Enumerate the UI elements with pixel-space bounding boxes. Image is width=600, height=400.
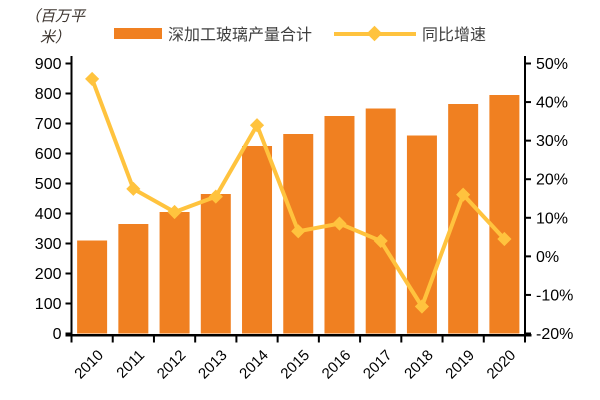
bar-series bbox=[77, 95, 520, 334]
x-tick-label-2020: 2020 bbox=[484, 347, 520, 383]
x-tick-label-2010: 2010 bbox=[71, 347, 107, 383]
x-tick-label-2018: 2018 bbox=[401, 347, 437, 383]
x-tick-label-2012: 2012 bbox=[154, 347, 190, 383]
legend-label-growth: 同比增速 bbox=[422, 27, 487, 44]
y-left-axis-unit-label: （百万平米） bbox=[24, 7, 85, 46]
growth-marker-2017 bbox=[373, 233, 388, 248]
x-tick-label-2011: 2011 bbox=[113, 347, 148, 382]
growth-marker-2019 bbox=[456, 187, 471, 202]
bar-2010 bbox=[77, 240, 108, 334]
growth-marker-2018 bbox=[414, 299, 430, 314]
x-tick-label-2016: 2016 bbox=[319, 347, 355, 383]
y-left-tick-label: 700 bbox=[35, 116, 62, 133]
y-left-tick-label: 500 bbox=[35, 176, 62, 193]
line-series-swatch-icon bbox=[334, 25, 416, 41]
bar-series-swatch-icon bbox=[113, 27, 162, 39]
x-tick-label-2017: 2017 bbox=[360, 347, 396, 383]
y-right-tick-label: 40% bbox=[536, 95, 568, 112]
y-left-tick-label: 900 bbox=[35, 56, 62, 73]
bar-2011 bbox=[118, 224, 149, 334]
x-tick-label-2019: 2019 bbox=[442, 347, 478, 383]
bar-2017 bbox=[365, 108, 396, 334]
growth-marker-2020 bbox=[497, 231, 512, 247]
legend-label-production: 深加工玻璃产量合计 bbox=[167, 27, 312, 44]
y-right-tick-label: -20% bbox=[536, 326, 573, 343]
legend-item-growth: 同比增速 bbox=[334, 21, 486, 45]
y-left-tick-label: 100 bbox=[35, 296, 62, 313]
growth-marker-2016 bbox=[332, 216, 347, 231]
y-left-tick-label: 400 bbox=[35, 206, 62, 223]
y-right-tick-label: 30% bbox=[536, 133, 568, 150]
y-left-tick-label: 200 bbox=[35, 266, 62, 283]
growth-marker-2010 bbox=[85, 71, 100, 86]
y-right-tick-label: -10% bbox=[536, 287, 573, 304]
growth-marker-2015 bbox=[291, 224, 306, 239]
bar-2020 bbox=[489, 95, 520, 334]
bar-2012 bbox=[159, 212, 190, 334]
x-tick-label-2015: 2015 bbox=[277, 347, 313, 383]
y-right-tick-label: 50% bbox=[536, 56, 568, 73]
y-right-tick-label: 10% bbox=[536, 210, 568, 227]
y-left-tick-label: 300 bbox=[35, 236, 62, 253]
y-left-tick-label: 600 bbox=[35, 146, 62, 163]
y-left-tick-label: 800 bbox=[35, 86, 62, 103]
legend-item-production: 深加工玻璃产量合计 bbox=[113, 21, 312, 45]
x-tick-label-2013: 2013 bbox=[195, 347, 231, 383]
y-left-tick-label: 0 bbox=[53, 326, 62, 343]
bar-2014 bbox=[242, 146, 273, 334]
y-right-tick-label: 20% bbox=[536, 172, 568, 189]
y-right-tick-label: 0% bbox=[536, 249, 559, 266]
x-tick-label-2014: 2014 bbox=[236, 347, 272, 383]
bar-2013 bbox=[200, 194, 231, 334]
legend: 深加工玻璃产量合计 同比增速 bbox=[0, 21, 600, 45]
